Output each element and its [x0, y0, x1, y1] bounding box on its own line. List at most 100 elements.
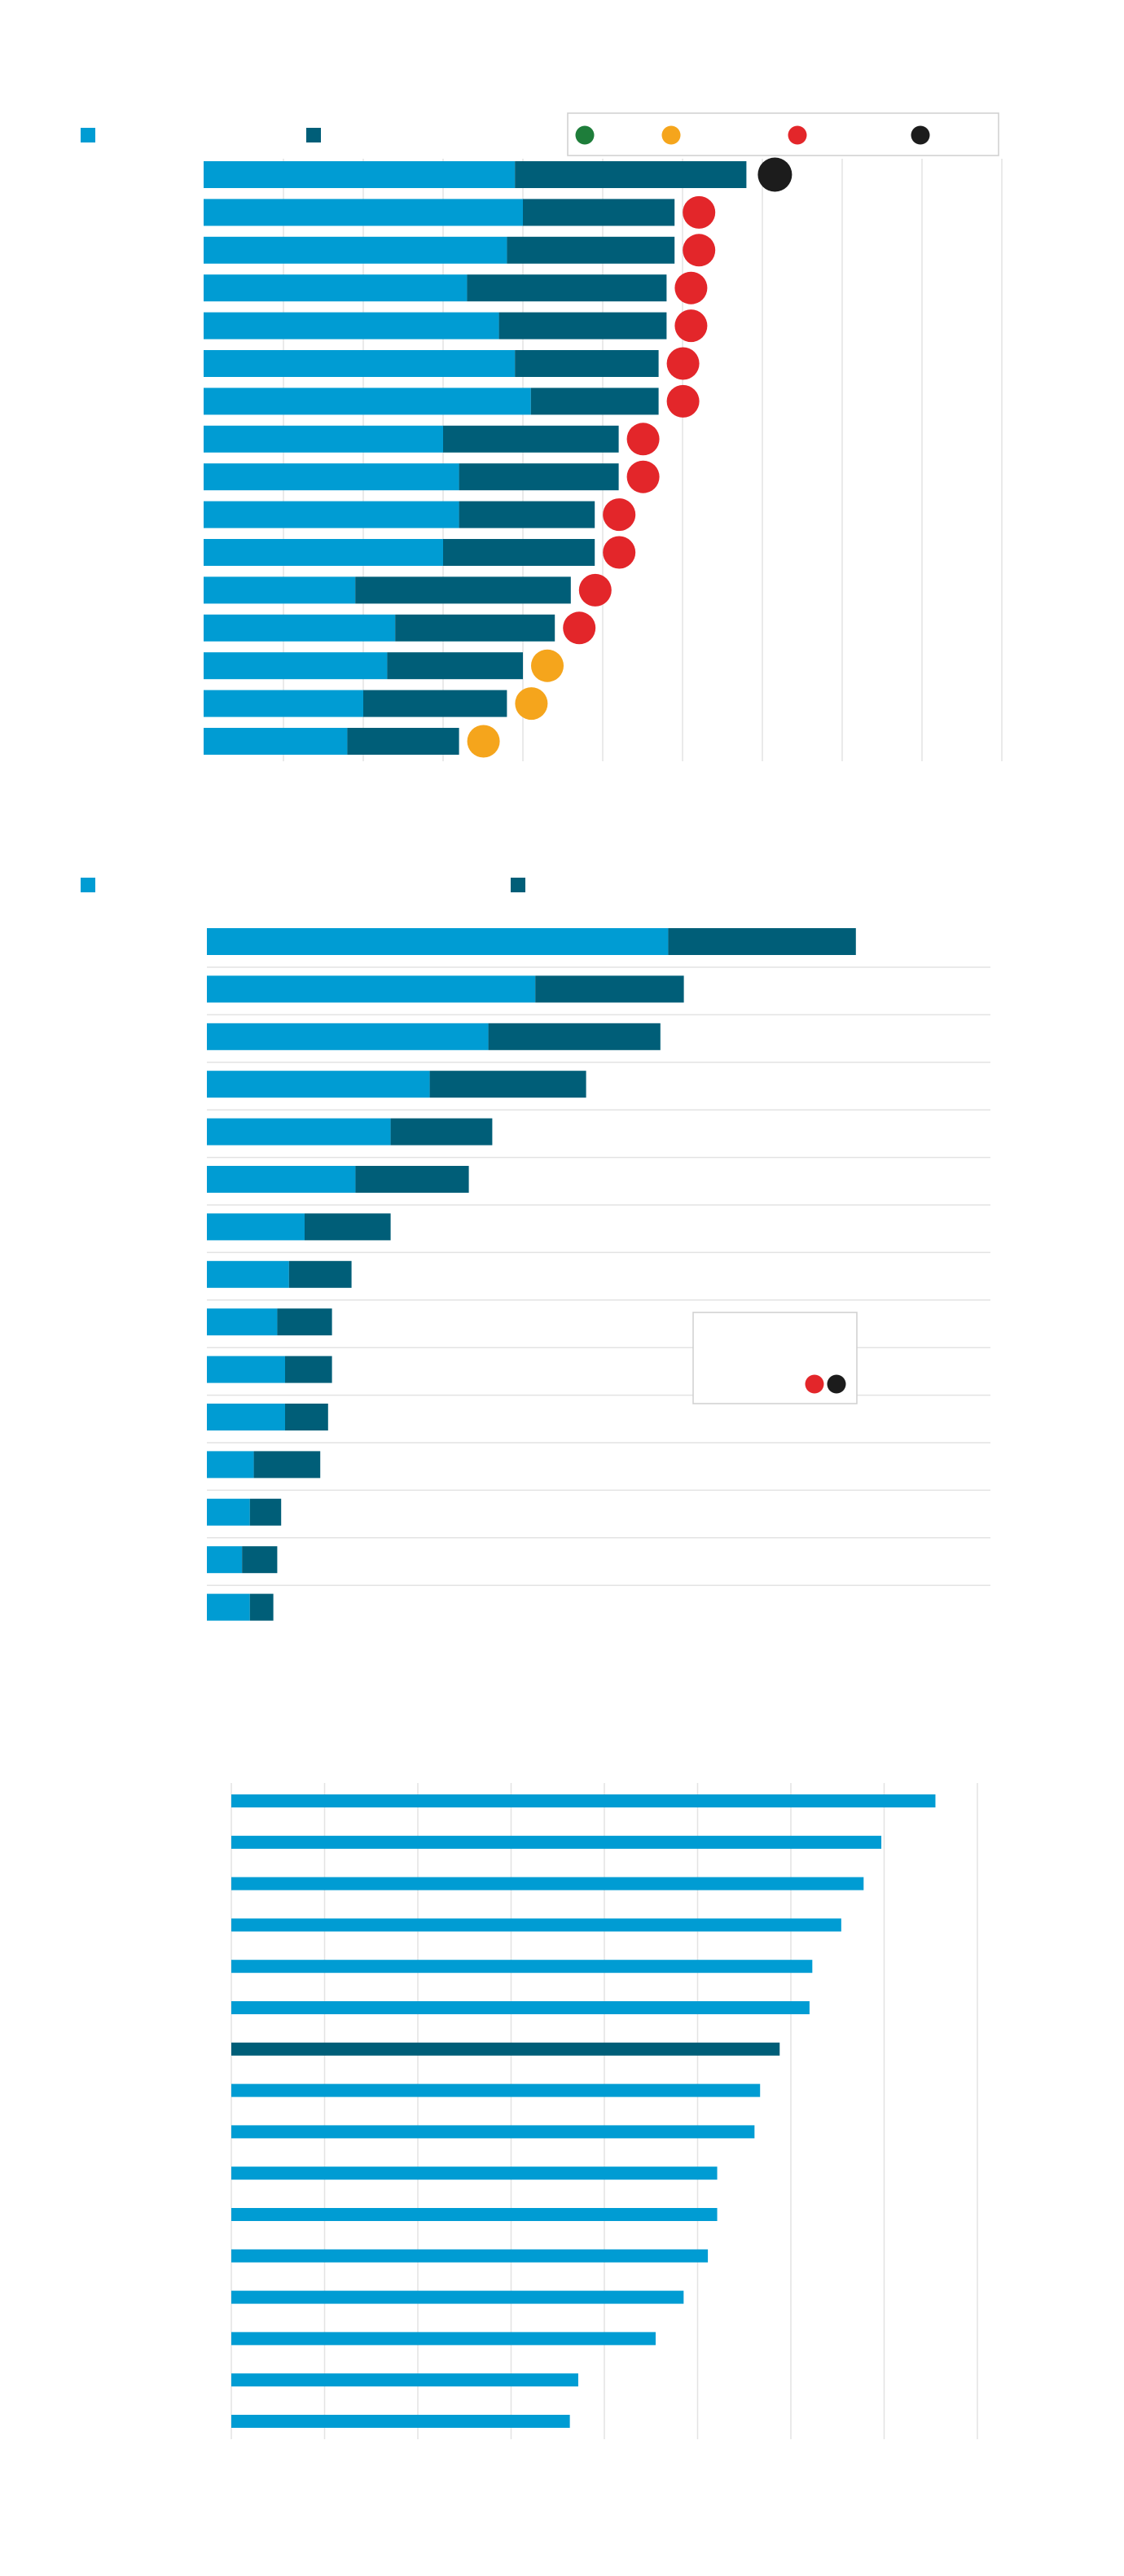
bar-segment [395, 614, 555, 642]
bar-segment [488, 1023, 661, 1050]
bar-segment [523, 199, 675, 226]
bar-segment [515, 350, 659, 377]
status-marker [683, 234, 716, 267]
bar-segment [207, 1260, 289, 1288]
bar-segment [207, 1356, 285, 1383]
bar-segment [390, 1118, 493, 1146]
bar-segment [530, 388, 659, 415]
bar-segment [535, 975, 684, 1003]
bar-segment [207, 975, 536, 1003]
bar-segment [204, 161, 516, 188]
bar-segment [253, 1451, 321, 1479]
bar [231, 1835, 882, 1849]
status-marker [603, 536, 636, 569]
status-marker [666, 347, 700, 380]
bar-segment [204, 388, 531, 415]
bar-segment [204, 501, 459, 528]
bar-segment [467, 274, 667, 302]
bar-segment [249, 1498, 282, 1526]
status-marker [603, 498, 636, 532]
bar-segment [207, 1071, 430, 1098]
bar-segment [204, 652, 388, 680]
bar [231, 2166, 718, 2180]
bar-segment [207, 1451, 254, 1479]
bar-segment [459, 501, 595, 528]
status-marker [531, 649, 564, 682]
status-legend-marker [805, 1374, 824, 1394]
bar-segment [242, 1546, 278, 1574]
bar-segment [207, 928, 669, 955]
status-marker [626, 460, 660, 493]
bar-segment [355, 576, 571, 604]
bar [231, 2373, 578, 2387]
bar-segment [207, 1593, 250, 1621]
bar-segment [207, 1404, 285, 1430]
status-marker [757, 157, 793, 192]
status-marker [674, 271, 708, 304]
status-legend-marker [575, 125, 595, 145]
bar [231, 2415, 570, 2428]
stacked-bar-chart-ranked [81, 878, 990, 1621]
bar-segment [204, 274, 468, 302]
bar-segment [204, 614, 396, 642]
bar-segment [204, 539, 443, 566]
legend-swatch [511, 878, 525, 892]
bar-segment [207, 1308, 278, 1336]
bar-segment [443, 425, 619, 453]
bar [231, 1877, 864, 1890]
status-marker [563, 611, 596, 645]
bar-segment [347, 728, 459, 755]
bar-segment [515, 161, 747, 188]
status-marker [515, 687, 548, 721]
legend-swatch [306, 128, 321, 142]
bar-highlighted [231, 2042, 780, 2056]
bar-segment [204, 728, 348, 755]
bar [231, 2208, 718, 2221]
bar-segment [204, 199, 523, 226]
single-series-bar-chart [231, 1783, 978, 2439]
bar-segment [507, 236, 675, 264]
bar-segment [288, 1260, 352, 1288]
status-marker [674, 309, 708, 343]
bar [231, 2125, 755, 2139]
bar-segment [459, 463, 619, 491]
bar [231, 2249, 709, 2263]
bar-segment [498, 312, 667, 340]
legend-swatch [81, 878, 95, 892]
status-marker [626, 423, 660, 456]
bar-segment [207, 1213, 305, 1241]
status-marker [683, 195, 716, 229]
bar-segment [285, 1404, 328, 1430]
bar-segment [668, 928, 856, 955]
status-legend-box [567, 112, 999, 156]
status-marker [467, 725, 500, 758]
bar-segment [443, 539, 595, 566]
bar-segment [363, 690, 507, 717]
status-legend-marker [788, 125, 807, 145]
bar-segment [204, 690, 363, 717]
stacked-bar-chart-with-status [81, 112, 1003, 761]
bar-segment [249, 1593, 274, 1621]
bar-segment [204, 350, 516, 377]
bar [231, 1918, 841, 1932]
bar-segment [207, 1546, 243, 1574]
bar-segment [387, 652, 523, 680]
bar-segment [207, 1023, 489, 1050]
bar-segment [429, 1071, 586, 1098]
status-legend-marker [827, 1374, 846, 1394]
bar-segment [204, 463, 459, 491]
bar [231, 2001, 810, 2014]
status-legend-marker [911, 125, 930, 145]
bar [231, 1794, 936, 1807]
bar [231, 2332, 656, 2346]
status-marker [578, 573, 612, 607]
legend-swatch [81, 128, 95, 142]
bar-segment [204, 312, 499, 340]
bar-segment [204, 425, 443, 453]
bar [231, 2083, 761, 2097]
bar-segment [305, 1213, 391, 1241]
bar-segment [204, 236, 507, 264]
bar-segment [355, 1166, 469, 1193]
status-legend-marker [661, 125, 681, 145]
